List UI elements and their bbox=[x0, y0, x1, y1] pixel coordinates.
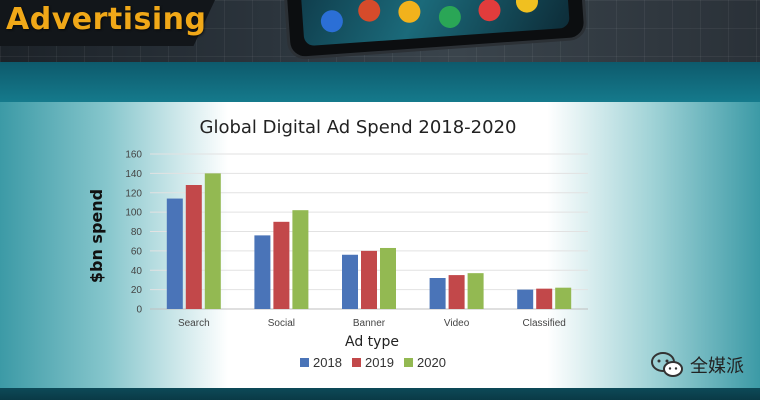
x-tick-label: Classified bbox=[523, 318, 566, 329]
bar-banner-2018 bbox=[342, 254, 358, 309]
bar-banner-2020 bbox=[380, 247, 396, 309]
y-axis-ticks: 0 20 40 60 80 100 120 140 160 bbox=[125, 150, 142, 316]
bottom-band bbox=[0, 388, 760, 400]
bar-social-2020 bbox=[292, 210, 309, 309]
y-tick-label: 40 bbox=[131, 266, 143, 277]
bar-classified-2018 bbox=[517, 289, 534, 309]
watermark-text: 全媒派 bbox=[690, 356, 744, 377]
wechat-icon bbox=[651, 352, 683, 377]
legend-swatch bbox=[352, 358, 361, 367]
y-tick-label: 60 bbox=[131, 246, 143, 257]
x-tick-label: Social bbox=[268, 318, 295, 329]
bar-video-2020 bbox=[467, 273, 484, 309]
x-tick-label: Search bbox=[178, 318, 210, 329]
teal-band bbox=[0, 62, 760, 102]
header-banner: Advertising bbox=[0, 0, 760, 62]
chart-bars bbox=[166, 173, 572, 309]
chart-panel bbox=[0, 102, 760, 388]
bar-video-2019 bbox=[448, 275, 465, 309]
x-tick-label: Video bbox=[444, 318, 470, 329]
title-ribbon bbox=[0, 0, 215, 46]
bar-search-2019 bbox=[185, 185, 202, 309]
y-tick-label: 20 bbox=[131, 285, 143, 296]
banner-title: Advertising bbox=[6, 2, 207, 37]
x-axis-label: Ad type bbox=[345, 334, 399, 350]
legend-label: 2020 bbox=[417, 355, 446, 370]
y-tick-label: 140 bbox=[125, 169, 142, 180]
x-tick-label: Banner bbox=[353, 318, 386, 329]
chart-title: Global Digital Ad Spend 2018-2020 bbox=[200, 117, 517, 138]
legend-swatch bbox=[404, 358, 413, 367]
watermark: 全媒派 bbox=[650, 350, 744, 380]
y-tick-label: 100 bbox=[125, 208, 142, 219]
y-tick-label: 80 bbox=[131, 227, 143, 238]
legend-label: 2019 bbox=[365, 355, 394, 370]
bar-video-2018 bbox=[429, 278, 446, 309]
chart-legend: 2018 2019 2020 bbox=[300, 355, 446, 370]
bar-classified-2020 bbox=[555, 287, 572, 309]
y-tick-label: 160 bbox=[125, 150, 142, 161]
bar-search-2018 bbox=[166, 198, 183, 309]
bar-social-2018 bbox=[254, 235, 271, 309]
bar-search-2020 bbox=[204, 173, 221, 309]
y-tick-label: 0 bbox=[136, 305, 142, 316]
bar-banner-2019 bbox=[361, 250, 377, 309]
x-axis-ticks: Search Social Banner Video Classified bbox=[178, 318, 566, 329]
bar-social-2019 bbox=[273, 221, 290, 309]
legend-swatch bbox=[300, 358, 309, 367]
legend-label: 2018 bbox=[313, 355, 342, 370]
y-axis-label: $bn spend bbox=[87, 189, 106, 283]
y-tick-label: 120 bbox=[125, 188, 142, 199]
bar-classified-2019 bbox=[536, 288, 553, 309]
